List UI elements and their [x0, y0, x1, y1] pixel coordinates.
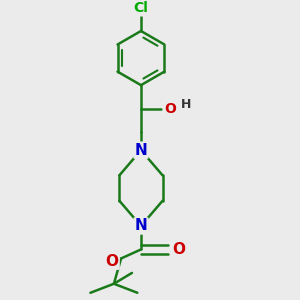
- Text: O: O: [106, 254, 118, 269]
- Text: O: O: [172, 242, 185, 257]
- Text: Cl: Cl: [134, 2, 148, 15]
- Text: H: H: [181, 98, 191, 111]
- Text: N: N: [135, 218, 147, 233]
- Text: O: O: [164, 102, 176, 116]
- Text: N: N: [135, 142, 147, 158]
